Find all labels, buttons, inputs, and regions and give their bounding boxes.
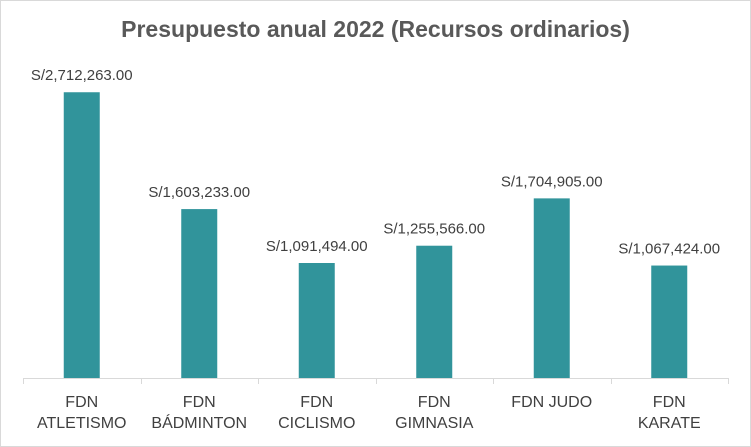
bar (416, 245, 453, 378)
bars-layer (63, 92, 688, 379)
x-tick-label: FDN (300, 394, 333, 411)
x-tick-label: FDN (653, 394, 686, 411)
category-labels-layer: FDN ATLETISMO FDN BÁDMINTON FDN CICLISMO FDN GI… (37, 394, 701, 432)
bar (651, 265, 688, 378)
data-label: S/1,704,905.00 (501, 173, 603, 190)
data-label: S/1,091,494.00 (266, 238, 368, 255)
data-labels-layer: S/2,712,263.00 S/1,603,233.00 S/1,091,494.… (31, 67, 720, 257)
chart-title: Presupuesto anual 2022 (Recursos ordinar… (121, 16, 630, 42)
x-tick-label: FDN (418, 394, 451, 411)
x-tick-label: FDN JUDO (511, 394, 592, 411)
tick-marks-layer (23, 378, 729, 384)
bar (63, 92, 100, 379)
x-tick-label: FDN (65, 394, 98, 411)
x-tick-label: KARATE (638, 415, 701, 432)
x-tick-label: BÁDMINTON (151, 413, 247, 432)
bar (533, 198, 570, 378)
data-label: S/1,603,233.00 (148, 184, 250, 201)
data-label: S/1,067,424.00 (618, 241, 720, 258)
x-tick-label: ATLETISMO (37, 415, 127, 432)
bar (298, 263, 335, 378)
x-tick-label: FDN (183, 394, 216, 411)
data-label: S/1,255,566.00 (383, 221, 485, 238)
x-tick-label: CICLISMO (278, 415, 355, 432)
bar (181, 209, 218, 378)
x-tick-label: GIMNASIA (395, 415, 474, 432)
data-label: S/2,712,263.00 (31, 67, 133, 84)
